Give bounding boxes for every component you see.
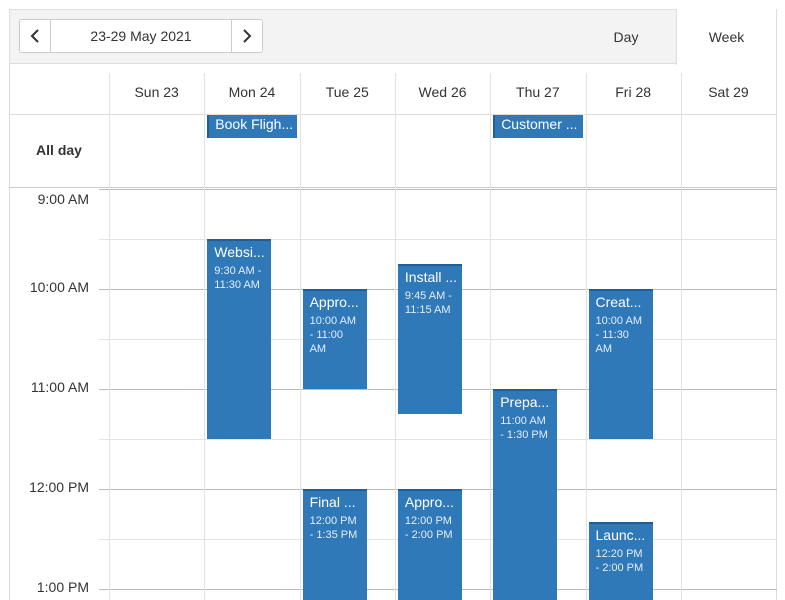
view-day[interactable]: Day (613, 28, 639, 45)
next-icon (243, 29, 252, 43)
event[interactable]: Install ... 9:45 AM - 11:15 AM (397, 264, 462, 414)
event[interactable]: Websi... 9:30 AM - 11:30 AM (207, 239, 272, 439)
event-title: Launc... (595, 527, 646, 543)
event-time: 12:20 PM - 2:00 PM (595, 548, 644, 574)
day-separator (299, 73, 301, 600)
event-time: 12:00 PM - 1:35 PM (309, 515, 358, 541)
day-header: Mon 24 (228, 84, 276, 100)
day-separator (394, 73, 396, 600)
all-day-line (9, 187, 777, 188)
day-separator (204, 73, 206, 600)
event-title: Websi... (214, 244, 265, 260)
view-week[interactable]: Week (676, 9, 777, 65)
next-button[interactable] (231, 19, 263, 53)
all-day-event[interactable]: Customer ... (493, 115, 584, 138)
date-range[interactable]: 23-29 May 2021 (50, 19, 232, 53)
event-title: Book Fligh... (215, 116, 294, 132)
day-header: Thu 27 (516, 84, 560, 100)
day-separator (490, 73, 492, 600)
time-label: 12:00 PM (29, 479, 89, 495)
event-title: Final ... (309, 494, 356, 510)
time-label: 1:00 PM (36, 579, 89, 595)
header-line (9, 114, 777, 115)
day-header: Sat 29 (708, 84, 749, 100)
prev-icon (30, 29, 39, 43)
event-title: Install ... (404, 269, 458, 285)
half-hour-line (99, 439, 777, 440)
event-time: 10:00 AM - 11:00 AM (309, 315, 357, 355)
time-label: 9:00 AM (37, 191, 89, 207)
event-title: Prepa... (500, 394, 550, 410)
day-header: Wed 26 (418, 84, 467, 100)
event[interactable]: Appro... 10:00 AM - 11:00 AM (302, 289, 367, 389)
day-separator (109, 73, 110, 600)
event[interactable]: Creat... 10:00 AM - 11:30 AM (588, 289, 653, 439)
event-title: Customer ... (501, 116, 578, 132)
time-label: 11:00 AM (30, 379, 89, 395)
day-separator (585, 73, 587, 600)
day-header: Tue 25 (325, 84, 369, 100)
event[interactable]: Appro... 12:00 PM - 2:00 PM (397, 489, 462, 600)
event-time: 12:00 PM - 2:00 PM (404, 515, 453, 541)
hour-line (99, 189, 777, 190)
time-label: 10:00 AM (29, 279, 89, 295)
event-time: 10:00 AM - 11:30 AM (595, 315, 642, 355)
all-day-label: All day (36, 142, 82, 158)
event-time: 11:00 AM - 1:30 PM (500, 415, 548, 441)
event-title: Appro... (404, 494, 454, 510)
event-title: Creat... (595, 294, 642, 310)
event[interactable]: Launc... 12:20 PM - 2:00 PM (588, 522, 653, 600)
prev-button[interactable] (19, 19, 51, 53)
event-time: 9:45 AM - 11:15 AM (404, 290, 452, 316)
event[interactable]: Final ... 12:00 PM - 1:35 PM (302, 489, 367, 600)
day-header: Fri 28 (615, 84, 652, 100)
event-title: Appro... (309, 294, 359, 310)
grid-frame (9, 63, 777, 600)
event[interactable]: Prepa... 11:00 AM - 1:30 PM (493, 389, 558, 600)
half-hour-line (99, 239, 777, 240)
event-time: 9:30 AM - 11:30 AM (214, 265, 262, 291)
day-header: Sun 23 (134, 84, 179, 100)
all-day-event[interactable]: Book Fligh... (207, 115, 298, 138)
day-separator (680, 73, 682, 600)
